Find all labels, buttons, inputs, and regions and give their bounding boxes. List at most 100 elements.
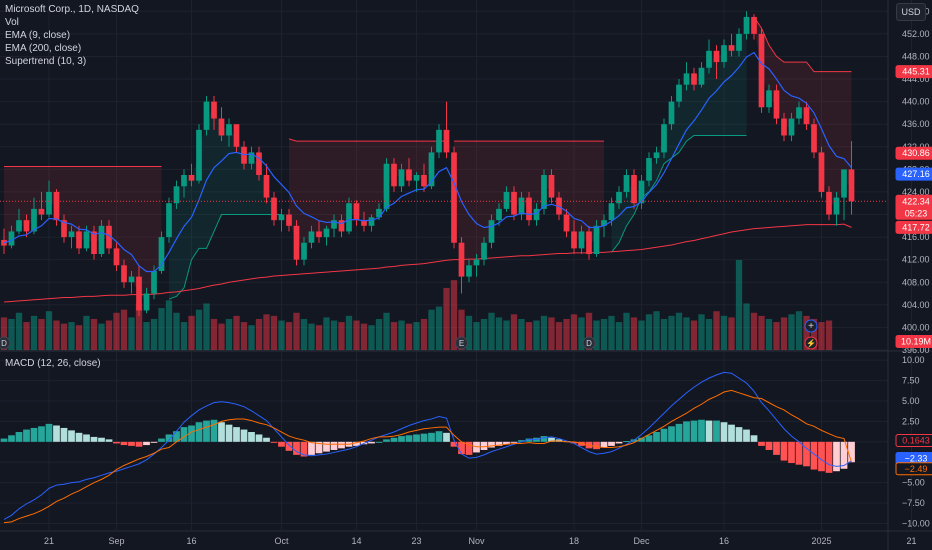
candle-body — [548, 175, 555, 198]
candle-body — [248, 152, 255, 164]
price-tick-label: 396.00 — [902, 345, 930, 355]
volume-bar — [375, 318, 383, 350]
candle-body — [331, 220, 337, 229]
candle-body — [368, 217, 375, 226]
macd-histogram-bar — [488, 441, 495, 448]
volume-bar — [428, 309, 435, 350]
macd-histogram-bar — [0, 438, 8, 442]
volume-bar — [758, 315, 765, 350]
macd-histogram-bar — [608, 441, 615, 446]
macd-histogram-bar — [698, 419, 705, 442]
time-tick-label: 21 — [44, 536, 54, 546]
price-tick-label: 440.00 — [902, 97, 930, 107]
volume-bar — [735, 260, 743, 350]
candle-body — [23, 220, 30, 232]
candle-body — [338, 220, 345, 232]
candle-body — [488, 220, 495, 243]
volume-bar — [608, 315, 615, 350]
macd-histogram-bar — [225, 424, 233, 442]
volume-bar — [158, 308, 165, 350]
lightning-icon — [804, 336, 818, 350]
legend-volume[interactable]: Vol — [5, 17, 19, 28]
volume-bar — [15, 312, 23, 350]
candle-body — [398, 169, 405, 187]
macd-histogram-bar — [848, 441, 855, 463]
candle-body — [121, 265, 127, 283]
volume-bar — [90, 318, 98, 350]
volume-bar — [83, 315, 90, 350]
macd-histogram-bar — [83, 434, 90, 442]
volume-bar — [630, 317, 638, 350]
symbol-title[interactable]: Microsoft Corp., 1D, NASDAQ — [5, 4, 139, 15]
macd-histogram-bar — [383, 439, 390, 442]
macd-label-bg — [895, 462, 932, 476]
candle-body — [811, 124, 817, 153]
price-label-bg — [895, 194, 932, 220]
currency-button[interactable]: USD — [896, 3, 926, 21]
macd-histogram-bar — [720, 422, 728, 442]
candle-body — [458, 242, 465, 277]
volume-bar — [645, 314, 653, 350]
volume-bar — [173, 312, 180, 350]
candle-body — [68, 231, 75, 238]
macd-histogram-bar — [338, 441, 345, 449]
macd-label: 0.1643 — [902, 436, 930, 446]
supertrend-line — [288, 138, 447, 142]
candle-body — [76, 231, 82, 249]
macd-histogram-bar — [68, 430, 75, 442]
macd-histogram-bar — [195, 422, 203, 442]
candle-body — [53, 191, 60, 221]
candle-body — [586, 231, 592, 255]
macd-histogram-bar — [210, 419, 218, 442]
candle-body — [683, 73, 690, 85]
volume-bar — [765, 318, 773, 350]
candle-body — [233, 124, 240, 147]
candle-body — [841, 169, 847, 198]
macd-line — [3, 371, 852, 520]
volume-bar — [555, 322, 563, 350]
candle-body — [788, 118, 795, 136]
candle-body — [826, 191, 832, 215]
volume-bar — [818, 322, 825, 350]
legend-macd[interactable]: MACD (12, 26, close) — [5, 358, 101, 369]
macd-histogram-bar — [75, 432, 83, 442]
volume-bar — [360, 323, 368, 350]
candle-body — [196, 129, 202, 181]
macd-histogram-bar — [750, 435, 758, 442]
candle-body — [736, 33, 742, 51]
candle-body — [646, 158, 652, 181]
candle-body — [203, 101, 210, 130]
volume-bar — [390, 322, 398, 350]
macd-tick-label: −5.00 — [902, 478, 925, 488]
macd-histogram-bar — [495, 441, 503, 446]
legend-ema9[interactable]: EMA (9, close) — [5, 30, 71, 41]
macd-histogram-bar — [45, 423, 53, 442]
candle-body — [61, 220, 67, 238]
macd-histogram-bar — [668, 426, 675, 442]
legend-ema200[interactable]: EMA (200, close) — [5, 43, 82, 54]
volume-bar — [698, 314, 705, 350]
legend-supertrend[interactable]: Supertrend (10, 3) — [5, 56, 87, 67]
volume-bar — [458, 309, 465, 350]
volume-bar — [540, 315, 548, 350]
volume-bar — [323, 317, 330, 350]
macd-histogram-bar — [788, 441, 795, 464]
supertrend-line — [611, 134, 747, 253]
volume-bar — [285, 322, 293, 350]
macd-histogram-bar — [353, 441, 360, 446]
macd-histogram-bar — [818, 441, 825, 472]
candle-body — [256, 152, 262, 175]
ema9-line — [3, 51, 852, 273]
volume-bar — [195, 309, 203, 350]
time-tick-label: 18 — [569, 536, 579, 546]
candle-body — [481, 242, 487, 260]
macd-histogram-bar — [203, 420, 210, 442]
volume-bar — [675, 312, 683, 350]
volume-bar — [728, 317, 735, 350]
event-marker — [0, 336, 11, 350]
macd-histogram-bar — [458, 441, 465, 455]
candle-body — [301, 242, 307, 260]
price-tick-label: 408.00 — [902, 277, 930, 287]
volume-bar — [720, 315, 728, 350]
